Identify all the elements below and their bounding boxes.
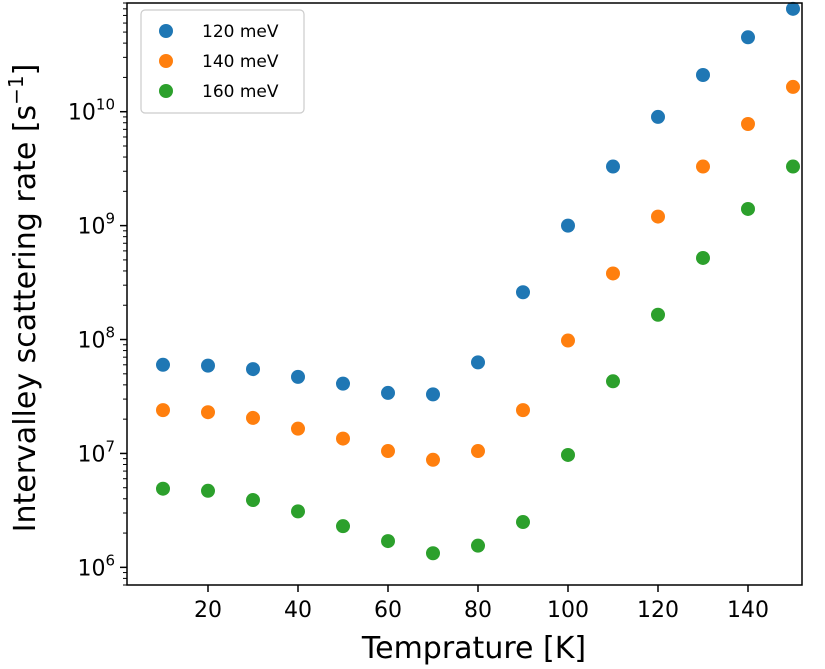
data-point-160-mev xyxy=(156,481,170,496)
y-tick-label-exponent: 8 xyxy=(105,324,115,342)
data-point-140-mev xyxy=(786,79,800,94)
legend-marker-140-mev xyxy=(159,54,173,68)
data-point-160-mev xyxy=(696,250,710,265)
y-axis-label-suffix: ] xyxy=(8,64,43,76)
x-tick-label: 60 xyxy=(374,598,402,623)
data-point-140-mev xyxy=(651,209,665,224)
data-point-120-mev xyxy=(741,30,755,45)
data-point-140-mev xyxy=(426,452,440,467)
x-axis-label: Temprature [K] xyxy=(361,631,586,666)
y-tick-label-base: 10 xyxy=(68,101,96,126)
data-point-160-mev xyxy=(381,534,395,549)
y-tick-label: 106 xyxy=(77,551,115,581)
data-point-120-mev xyxy=(471,355,485,370)
data-point-160-mev xyxy=(651,307,665,322)
plot-frame xyxy=(126,2,803,586)
data-point-140-mev xyxy=(471,444,485,459)
data-point-140-mev xyxy=(381,444,395,459)
data-point-120-mev xyxy=(336,376,350,391)
data-point-160-mev xyxy=(336,519,350,534)
legend-frame xyxy=(140,9,305,114)
y-axis-label-exponent: −1 xyxy=(4,75,28,104)
data-point-140-mev xyxy=(291,421,305,436)
data-point-160-mev xyxy=(426,546,440,561)
data-point-160-mev xyxy=(246,493,260,508)
x-tick-label: 140 xyxy=(727,598,769,623)
y-tick-label: 109 xyxy=(77,210,115,240)
legend-label-120-mev: 120 meV xyxy=(202,22,279,42)
data-point-140-mev xyxy=(606,266,620,281)
data-point-160-mev xyxy=(786,159,800,174)
x-tick-label: 40 xyxy=(284,598,312,623)
data-point-120-mev xyxy=(291,369,305,384)
data-point-140-mev xyxy=(246,410,260,425)
data-point-120-mev xyxy=(156,357,170,372)
y-tick-label-exponent: 9 xyxy=(105,210,115,228)
data-point-160-mev xyxy=(516,515,530,530)
x-tick-label: 100 xyxy=(547,598,589,623)
x-tick-label: 80 xyxy=(464,598,492,623)
legend: 120 meV 140 meV 160 meV xyxy=(140,9,305,114)
x-axis-ticks: 20 40 60 80 100 120 140 xyxy=(194,585,769,623)
y-tick-label-exponent: 10 xyxy=(96,96,115,114)
data-point-140-mev xyxy=(516,403,530,418)
y-tick-label: 108 xyxy=(77,324,115,354)
y-axis-label-main: Intervalley scattering rate [s xyxy=(8,105,43,533)
data-point-140-mev xyxy=(561,333,575,348)
data-point-160-mev xyxy=(741,201,755,216)
legend-marker-160-mev xyxy=(159,84,173,98)
legend-label-160-mev: 160 meV xyxy=(202,82,279,102)
y-tick-label-exponent: 7 xyxy=(105,437,115,455)
data-point-120-mev xyxy=(201,358,215,373)
y-tick-label-base: 10 xyxy=(77,215,105,240)
data-point-120-mev xyxy=(516,285,530,300)
y-tick-label: 1010 xyxy=(68,96,115,126)
data-point-140-mev xyxy=(741,116,755,131)
y-tick-label-base: 10 xyxy=(77,556,105,581)
y-tick-label-base: 10 xyxy=(77,442,105,467)
legend-label-140-mev: 140 meV xyxy=(202,52,279,72)
data-point-120-mev xyxy=(651,109,665,124)
data-point-120-mev xyxy=(606,159,620,174)
legend-marker-120-mev xyxy=(159,24,173,38)
data-point-160-mev xyxy=(201,483,215,498)
data-point-120-mev xyxy=(786,1,800,16)
data-point-120-mev xyxy=(381,385,395,400)
data-point-120-mev xyxy=(426,387,440,402)
data-points xyxy=(156,1,800,561)
data-point-160-mev xyxy=(291,504,305,519)
data-point-120-mev xyxy=(561,218,575,233)
data-point-160-mev xyxy=(561,447,575,462)
data-point-120-mev xyxy=(696,67,710,82)
data-point-160-mev xyxy=(471,538,485,553)
data-point-140-mev xyxy=(201,405,215,420)
data-point-140-mev xyxy=(336,431,350,446)
y-axis-label: Intervalley scattering rate [s−1] xyxy=(4,64,43,533)
data-point-140-mev xyxy=(156,403,170,418)
y-tick-label: 107 xyxy=(77,437,115,467)
data-point-120-mev xyxy=(246,362,260,377)
x-tick-label: 120 xyxy=(637,598,679,623)
y-tick-label-base: 10 xyxy=(77,329,105,354)
data-point-160-mev xyxy=(606,374,620,389)
y-tick-label-exponent: 6 xyxy=(105,551,115,569)
data-point-140-mev xyxy=(696,159,710,174)
x-tick-label: 20 xyxy=(194,598,222,623)
